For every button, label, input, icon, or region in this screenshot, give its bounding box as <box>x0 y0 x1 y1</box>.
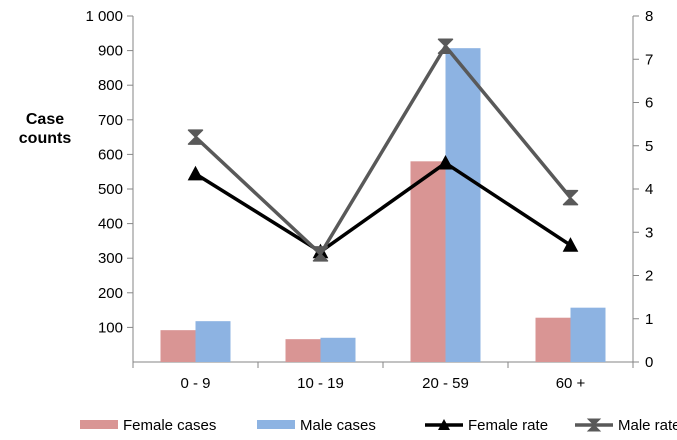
bar-female-cases <box>410 161 446 362</box>
left-tick-label: 400 <box>98 216 123 233</box>
legend-marker-male-rate <box>586 418 602 432</box>
line-female-rate <box>194 161 572 254</box>
bar-female-cases <box>535 317 571 362</box>
line-male-rate <box>194 44 572 256</box>
right-tick-label: 6 <box>645 95 653 112</box>
point-female-rate <box>187 165 204 181</box>
legend-label-male-rate: Male rate <box>618 417 677 434</box>
left-tick-label: 800 <box>98 77 123 94</box>
legend-marker-female-rate <box>438 419 450 430</box>
legend-swatch-male-cases <box>257 420 295 429</box>
right-tick-label: 8 <box>645 8 653 25</box>
legend-label-female-cases: Female cases <box>123 417 216 434</box>
legend-swatch-female-cases <box>80 420 118 429</box>
x-tick-label: 0 - 9 <box>180 375 210 392</box>
left-tick-label: 900 <box>98 43 123 60</box>
left-tick-label: 500 <box>98 181 123 198</box>
right-tick-label: 5 <box>645 138 653 155</box>
y-axis-title: Case <box>26 111 64 128</box>
x-tick-label: 20 - 59 <box>422 375 469 392</box>
right-tick-label: 0 <box>645 354 653 371</box>
bar-male-cases <box>445 48 481 362</box>
point-male-rate <box>562 189 579 206</box>
x-tick-label: 60 + <box>556 375 586 392</box>
right-tick-label: 2 <box>645 268 653 285</box>
legend-label-male-cases: Male cases <box>300 417 376 434</box>
left-tick-label: 200 <box>98 285 123 302</box>
left-tick-label: 300 <box>98 250 123 267</box>
left-tick-label: 600 <box>98 146 123 163</box>
y-axis-title: counts <box>19 130 72 147</box>
right-tick-label: 7 <box>645 51 653 68</box>
point-female-rate <box>562 237 579 252</box>
bar-male-cases <box>320 337 356 362</box>
x-tick-label: 10 - 19 <box>297 375 344 392</box>
right-tick-label: 4 <box>645 181 653 198</box>
bar-male-cases <box>195 321 231 362</box>
bar-female-cases <box>160 330 196 362</box>
right-tick-label: 3 <box>645 224 653 241</box>
right-tick-label: 1 <box>645 311 653 328</box>
left-tick-label: 1 000 <box>85 8 123 25</box>
bar-female-cases <box>285 339 321 362</box>
left-tick-label: 700 <box>98 112 123 129</box>
point-male-rate <box>187 129 204 145</box>
bar-male-cases <box>570 307 606 362</box>
legend-label-female-rate: Female rate <box>468 417 548 434</box>
point-female-rate <box>437 154 454 170</box>
point-male-rate <box>437 38 454 55</box>
point-male-rate <box>312 246 329 262</box>
left-tick-label: 100 <box>98 319 123 336</box>
